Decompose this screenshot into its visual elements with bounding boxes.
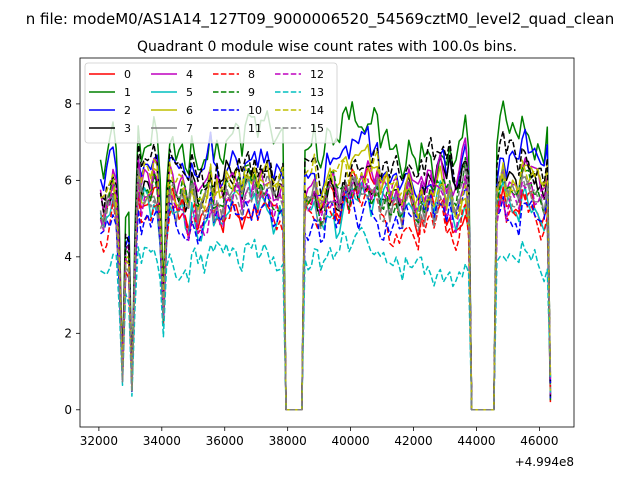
y-tick-label: 6 (64, 173, 72, 187)
y-tick-label: 8 (64, 97, 72, 111)
legend-label-10: 10 (248, 104, 262, 117)
legend-label-11: 11 (248, 122, 262, 135)
y-tick-label: 4 (64, 250, 72, 264)
legend-label-4: 4 (186, 68, 193, 81)
x-tick-label: 36000 (206, 434, 244, 448)
legend-label-1: 1 (124, 86, 131, 99)
x-tick-label: 32000 (80, 434, 118, 448)
series-line-12 (99, 170, 552, 411)
x-axis: 32000 34000 36000 38000 40000 42000 44000 46000 (80, 427, 558, 448)
legend-label-13: 13 (310, 86, 324, 99)
y-axis: 0 2 4 6 8 (64, 97, 80, 417)
x-tick-label: 34000 (143, 434, 181, 448)
x-tick-label: 46000 (520, 434, 558, 448)
legend-label-3: 3 (124, 122, 131, 135)
legend-frame (84, 62, 338, 144)
series-line-13 (100, 226, 552, 411)
y-tick-label: 0 (64, 403, 72, 417)
legend-label-8: 8 (248, 68, 255, 81)
legend-label-14: 14 (310, 104, 324, 117)
legend-label-5: 5 (186, 86, 193, 99)
axes-frame (79, 57, 575, 428)
series-line-15 (99, 163, 552, 411)
legend-label-6: 6 (186, 104, 193, 117)
legend-label-2: 2 (124, 104, 131, 117)
x-tick-label: 38000 (269, 434, 307, 448)
legend-label-0: 0 (124, 68, 131, 81)
chart-title: Quadrant 0 module wise count rates with … (137, 39, 517, 55)
legend-label-12: 12 (310, 68, 324, 81)
x-tick-label: 44000 (457, 434, 495, 448)
x-tick-label: 42000 (394, 434, 432, 448)
y-tick-label: 2 (64, 326, 72, 340)
series-line-10 (100, 186, 552, 411)
legend-label-9: 9 (248, 86, 255, 99)
legend-label-15: 15 (310, 122, 324, 135)
x-tick-label: 40000 (332, 434, 370, 448)
legend-label-7: 7 (186, 122, 193, 135)
chart-suptitle: n file: modeM0/AS1A14_127T09_9000006520_… (26, 10, 615, 29)
x-offset-label: +4.994e8 (515, 455, 574, 469)
series-group (99, 100, 552, 411)
